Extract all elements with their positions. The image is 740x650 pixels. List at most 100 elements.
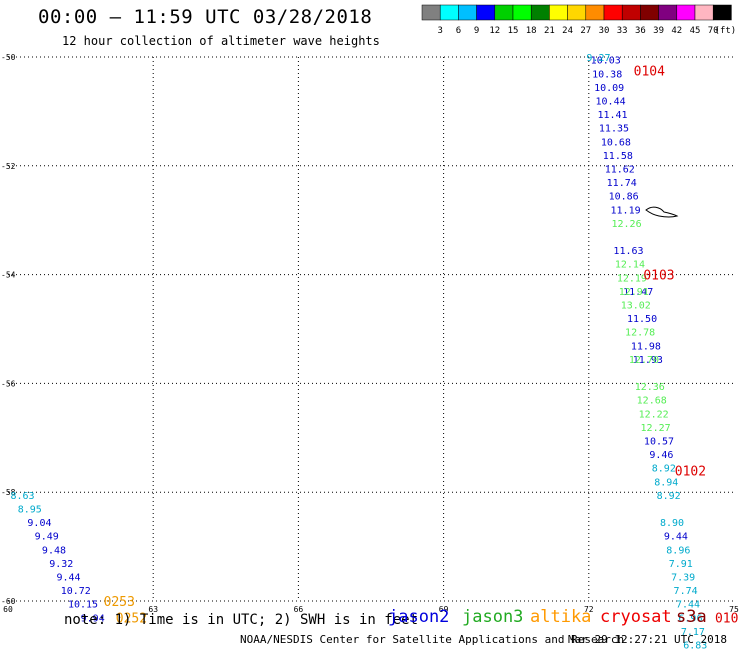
y-tick-label: -60 (1, 597, 16, 606)
color-swatch (658, 4, 678, 21)
swh-value-label: 9.94 (81, 613, 105, 624)
swh-value-label: 8.92 (657, 491, 681, 502)
legend-jason3: jason3 (462, 607, 524, 627)
color-swatch (530, 4, 550, 21)
legend-cryosat: cryosat (600, 607, 672, 627)
swh-value-label: 12.26 (611, 219, 641, 230)
swh-value-label: 12.78 (625, 328, 655, 339)
y-tick-label: -58 (1, 488, 16, 497)
y-tick-label: -54 (1, 271, 16, 280)
swh-value-label: 10.03 (591, 56, 621, 67)
swh-value-label: 6.83 (683, 641, 707, 650)
swh-value-label: 9.44 (664, 532, 688, 543)
swh-value-label: 12.91 (619, 287, 649, 298)
y-tick-label: -52 (1, 162, 16, 171)
color-scale-label: 18 (526, 26, 537, 36)
color-swatch (621, 4, 641, 21)
swh-value-label: 11.19 (611, 205, 641, 216)
swh-value-label: 13.02 (621, 301, 651, 312)
color-swatch (476, 4, 496, 21)
x-tick-label: 63 (148, 605, 158, 614)
swh-value-label: 11.93 (633, 355, 663, 366)
color-swatch (494, 4, 514, 21)
swh-value-label: 8.63 (10, 491, 34, 502)
x-tick-label: 66 (294, 605, 304, 614)
color-scale-label: 30 (599, 26, 610, 36)
swh-value-label: 12.68 (637, 396, 667, 407)
color-swatch (512, 4, 532, 21)
color-scale-bar: 3 6 9 12 15 18 21 24 27 30 33 36 39 42 45 70(ft) (421, 4, 736, 36)
x-tick-label: 60 (3, 605, 13, 614)
credit-line: NOAA/NESDIS Center for Satellite Applica… (240, 633, 625, 646)
chart-subtitle: 12 hour collection of altimeter wave hei… (62, 34, 380, 48)
pass-time-label: 0253 (104, 595, 135, 610)
color-scale-label: 24 (562, 26, 573, 36)
swh-value-label: 11.50 (627, 314, 657, 325)
pass-time-label: 0104 (634, 65, 665, 80)
color-scale-label: 45 (690, 26, 701, 36)
swh-value-label: 11.35 (599, 124, 629, 135)
swh-value-label: 8.96 (666, 545, 690, 556)
swh-value-label: 9.04 (27, 518, 51, 529)
color-swatch (585, 4, 605, 21)
swh-value-label: 12.14 (615, 260, 645, 271)
legend-altika: altika (530, 607, 592, 627)
color-scale-label: 15 (508, 26, 519, 36)
color-scale-label: 27 (580, 26, 591, 36)
swh-value-label: 11.41 (597, 110, 627, 121)
legend-jason2: jason2 (388, 607, 450, 627)
color-swatch (458, 4, 477, 21)
swh-value-label: 7.39 (671, 573, 695, 584)
color-swatch (694, 4, 714, 21)
swh-value-label: 10.86 (609, 192, 639, 203)
footnote: note: 1) Time is in UTC; 2) SWH is in fe… (64, 612, 419, 628)
swh-value-label: 10.68 (601, 137, 631, 148)
color-scale-label: 12 (489, 26, 500, 36)
swh-value-label: 10.09 (594, 83, 624, 94)
swh-value-label: 10.15 (68, 600, 98, 611)
color-scale-label: 6 (456, 26, 461, 36)
swh-value-label: 12.27 (641, 423, 671, 434)
swh-value-label: 11.63 (613, 246, 643, 257)
swh-value-label: 11.62 (605, 165, 635, 176)
swh-value-label: 12.36 (635, 382, 665, 393)
swh-value-label: 11.98 (631, 341, 661, 352)
color-swatch (439, 4, 459, 21)
swh-value-label: 8.90 (660, 518, 684, 529)
y-tick-label: -56 (1, 379, 16, 388)
swh-value-label: 9.32 (49, 559, 73, 570)
grid (8, 56, 734, 602)
pass-time-label: 0102 (675, 464, 706, 479)
swh-value-label: 9.46 (649, 450, 673, 461)
swh-value-label: 10.57 (644, 437, 674, 448)
swh-value-label: 7.44 (676, 600, 700, 611)
x-tick-label: 69 (439, 605, 449, 614)
pass-time-label: 0252 (116, 611, 147, 626)
swh-value-label: 11.74 (607, 178, 637, 189)
chart-title: 00:00 – 11:59 UTC 03/28/2018 (38, 6, 373, 28)
swh-value-label: 11.58 (603, 151, 633, 162)
color-swatch (712, 4, 732, 21)
swh-value-label: 11.47 (623, 287, 653, 298)
swh-value-label: 6.96 (678, 613, 702, 624)
swh-value-label: 9.44 (56, 573, 80, 584)
color-scale-label: 33 (617, 26, 628, 36)
color-swatch (567, 4, 587, 21)
color-scale-label: 42 (671, 26, 682, 36)
swh-value-label: 12.22 (639, 409, 669, 420)
color-scale-label: 39 (653, 26, 664, 36)
data-labels: 10.03 10.38 10.09 10.44 11.41 11.35 10.68 11.58… (10, 53, 707, 650)
color-scale-label: 36 (635, 26, 646, 36)
swh-value-label: 8.92 (652, 464, 676, 475)
swh-value-label: 9.48 (42, 545, 66, 556)
y-tick-label: -50 (1, 53, 16, 62)
swh-value-label: 10.38 (592, 69, 622, 80)
island-outline (645, 206, 679, 218)
color-scale-label: 21 (544, 26, 555, 36)
swh-value-label: 12.70 (629, 355, 659, 366)
color-swatch (676, 4, 696, 21)
swh-value-label: 7.91 (669, 559, 693, 570)
